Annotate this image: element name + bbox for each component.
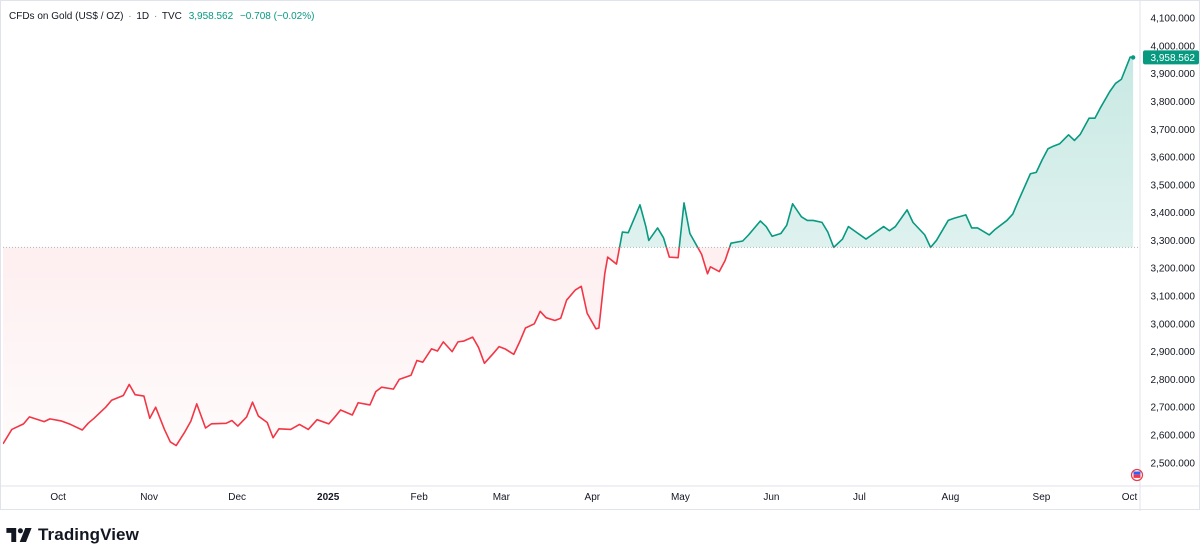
separator-dot: · xyxy=(153,11,158,22)
brand-name: TradingView xyxy=(38,525,139,544)
y-tick-label: 2,900.000 xyxy=(1151,347,1196,358)
event-flag-icon xyxy=(1130,468,1144,482)
chart-frame[interactable]: 2,500.000 2,600.000 2,700.000 2,800.000 2,90… xyxy=(0,0,1200,511)
price-chart[interactable]: 2,500.000 2,600.000 2,700.000 2,800.000 2,90… xyxy=(1,1,1200,511)
baseline-area-below xyxy=(3,247,1134,446)
y-tick-label: 2,600.000 xyxy=(1151,430,1196,441)
separator-dot: · xyxy=(128,11,132,22)
tradingview-logo-icon xyxy=(6,528,32,542)
x-tick-label: Sep xyxy=(1033,492,1051,503)
chart-legend-header: CFDs on Gold (US$ / OZ) · 1D · TVC 3,958… xyxy=(9,11,314,22)
interval-label[interactable]: 1D xyxy=(136,11,150,22)
x-tick-label: Feb xyxy=(411,492,429,503)
x-tick-label: Mar xyxy=(493,492,511,503)
x-tick-label: Jun xyxy=(763,492,779,503)
x-tick-label: Aug xyxy=(942,492,960,503)
x-tick-label: May xyxy=(671,492,690,503)
symbol-name[interactable]: CFDs on Gold (US$ / OZ) xyxy=(9,11,124,22)
baseline-area-above xyxy=(619,57,1134,248)
x-tick-label: Jul xyxy=(853,492,866,503)
x-tick-label: Dec xyxy=(228,492,246,503)
y-tick-label: 3,900.000 xyxy=(1151,69,1196,80)
price-line-above-baseline xyxy=(618,56,1134,248)
last-price-badge xyxy=(1143,50,1199,65)
last-price: 3,958.562 xyxy=(188,11,234,22)
y-tick-label: 2,800.000 xyxy=(1151,375,1196,386)
y-tick-label: 3,200.000 xyxy=(1151,264,1196,275)
x-tick-label: Oct xyxy=(1122,492,1138,503)
x-tick-label: Oct xyxy=(50,492,66,503)
brand-footer[interactable]: TradingView xyxy=(6,523,139,547)
y-tick-label: 3,600.000 xyxy=(1151,153,1196,164)
x-tick-label: Nov xyxy=(140,492,158,503)
y-tick-label: 2,700.000 xyxy=(1151,403,1196,414)
y-tick-label: 2,500.000 xyxy=(1151,458,1196,469)
y-tick-label: 3,800.000 xyxy=(1151,97,1196,108)
y-tick-label: 3,300.000 xyxy=(1151,236,1196,247)
y-tick-label: 4,100.000 xyxy=(1151,14,1196,25)
last-point-marker xyxy=(1130,55,1136,60)
x-tick-label: Apr xyxy=(585,492,601,503)
y-tick-label: 3,000.000 xyxy=(1151,319,1196,330)
price-change: −0.708 (−0.02%) xyxy=(239,11,315,22)
y-tick-label: 3,100.000 xyxy=(1151,292,1196,303)
last-price-label: 3,958.562 xyxy=(1151,53,1196,64)
source-label: TVC xyxy=(161,11,182,22)
y-tick-label: 4,000.000 xyxy=(1151,41,1196,52)
x-tick-label: 2025 xyxy=(317,492,340,503)
y-tick-label: 3,500.000 xyxy=(1151,180,1196,191)
y-tick-label: 3,400.000 xyxy=(1151,208,1196,219)
price-line-below-baseline xyxy=(3,247,932,447)
y-tick-label: 3,700.000 xyxy=(1151,125,1196,136)
